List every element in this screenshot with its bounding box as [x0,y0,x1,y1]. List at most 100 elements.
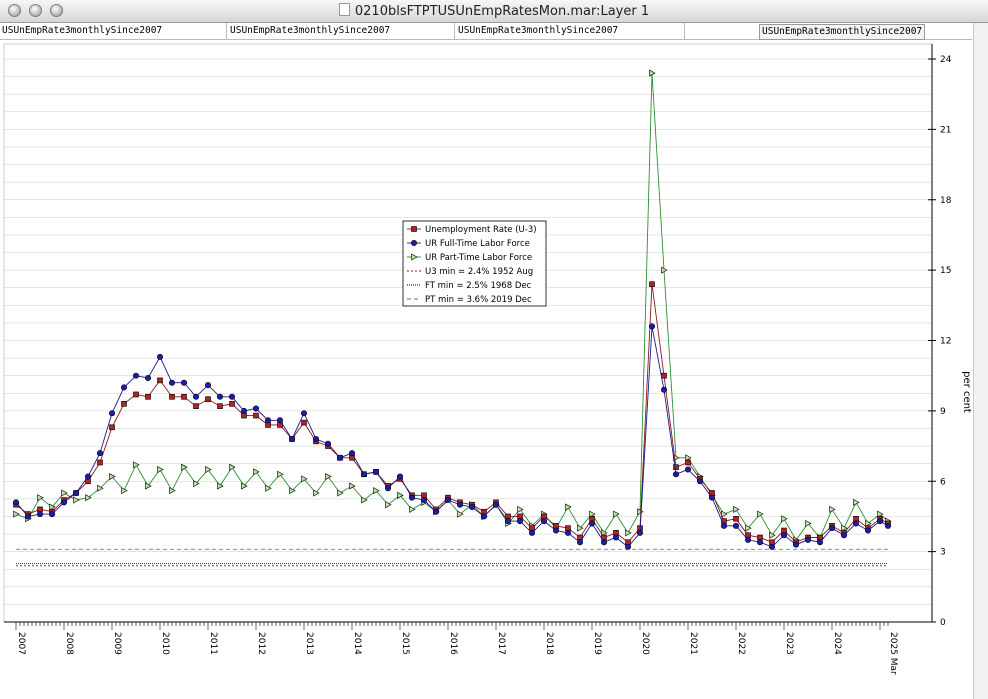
legend-label: Unemployment Rate (U-3) [425,225,537,235]
ft-point [60,499,67,506]
pt-point [361,496,368,504]
ft-point [193,393,200,400]
ft-point [756,539,763,546]
pt-point [769,531,776,539]
zoom-window-button[interactable] [50,4,63,17]
x-tick-label: 2010 [160,632,170,655]
close-window-button[interactable] [8,4,21,17]
pt-point [721,510,728,518]
legend-label: FT min = 2.5% 1968 Dec [425,281,532,291]
pt-point [97,484,104,492]
series-line [15,326,889,548]
ft-point [672,471,679,478]
pt-point [265,484,272,492]
pt-point [193,480,200,488]
ft-point [816,539,823,546]
pt-point [253,468,260,476]
pt-point [649,69,656,77]
u3-point [133,391,139,398]
ft-point [540,518,547,525]
ft-point [456,501,463,508]
pt-point [49,503,56,511]
pt-point [733,505,740,513]
u3-point [685,459,691,466]
pt-point [289,487,296,495]
x-tick-label: 2020 [640,632,650,655]
x-tick-label: 2025 Mar [888,632,898,675]
layer-tab-2[interactable]: USUnEmpRate3monthlySince2007 [230,25,391,36]
pt-point [565,503,572,511]
pt-point [397,491,404,499]
ft-point [396,473,403,480]
ft-point [133,372,140,379]
ft-point [13,499,20,506]
pt-point [685,454,692,462]
ft-point [840,532,847,539]
ft-point [217,393,224,400]
x-tick-label: 2019 [592,632,602,655]
ft-point [828,525,835,532]
ft-point [181,379,188,386]
ft-point [492,501,499,508]
vertical-scrollbar[interactable] [973,23,988,699]
pt-point [205,466,212,474]
x-tick-label: 2024 [832,632,842,655]
ft-point [744,536,751,543]
x-tick-label: 2011 [208,632,218,655]
ft-point [73,489,80,496]
layer-tab-3[interactable]: USUnEmpRate3monthlySince2007 [458,25,619,36]
y-tick-label: 3 [940,548,946,558]
legend-marker [411,253,418,261]
ft-point [145,375,152,382]
ft-point [576,539,583,546]
layer-tab-4[interactable]: USUnEmpRate3monthlySince2007 [759,24,926,40]
ft-point [708,494,715,501]
x-tick-label: 2023 [784,632,794,655]
ft-point [276,417,283,424]
data-series [13,69,892,550]
pt-point [337,489,344,497]
ft-point [720,522,727,529]
pt-point [325,473,332,481]
ft-point [528,529,535,536]
legend-label: U3 min = 2.4% 1952 Aug [425,267,533,277]
ft-point [636,529,643,536]
x-tick-label: 2013 [304,632,314,655]
minimize-window-button[interactable] [29,4,42,17]
y-tick-label: 0 [940,618,946,628]
y-tick-label: 12 [940,337,951,347]
ft-point [600,539,607,546]
u3-point [733,515,739,522]
legend: Unemployment Rate (U-3) UR Full-Time Labo… [402,220,547,307]
pt-point [61,489,68,497]
tab-divider [684,23,685,39]
pt-point [13,510,20,518]
y-tick-label: 18 [940,196,952,206]
ft-point [372,468,379,475]
ft-point [241,407,248,414]
reference-lines [16,548,888,567]
pt-point [37,494,44,502]
grid-lines [4,58,932,623]
x-tick-label: 2008 [64,632,74,655]
pt-point [133,461,140,469]
ft-point [516,518,523,525]
window-title: 0210blsFTPTUSUnEmpRatesMon.mar:Layer 1 [354,4,650,19]
pt-point [457,510,464,518]
ft-point [876,518,883,525]
ft-point [324,440,331,447]
pt-point [85,494,92,502]
pt-point [157,466,164,474]
tab-divider [226,23,227,39]
pt-point [745,524,752,532]
ft-point [408,494,415,501]
ft-point [564,529,571,536]
ft-point [432,508,439,515]
x-tick-label: 2022 [736,632,746,655]
ft-point [24,513,31,520]
ft-point [588,520,595,527]
pt-point [853,498,860,506]
legend-label: PT min = 3.6% 2019 Dec [425,295,532,305]
layer-tab-1[interactable]: USUnEmpRate3monthlySince2007 [2,25,163,36]
